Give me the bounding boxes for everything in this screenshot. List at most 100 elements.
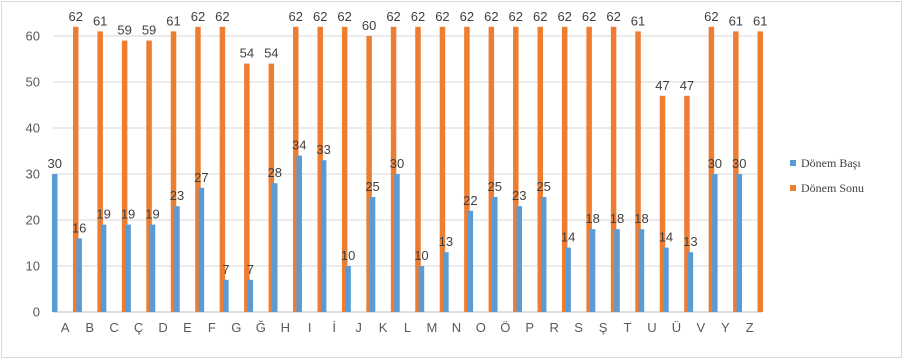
data-label: 59 (117, 23, 131, 38)
data-label: 18 (634, 211, 648, 226)
bar (198, 187, 205, 312)
legend-swatch (790, 185, 796, 191)
legend-swatch (790, 160, 796, 166)
data-label: 62 (582, 9, 596, 24)
bar (390, 26, 397, 313)
data-label: 61 (166, 13, 180, 28)
bar (293, 26, 299, 313)
data-label: 10 (341, 248, 355, 263)
x-tick-label: Z (746, 320, 754, 335)
x-tick-label: S (574, 320, 583, 335)
x-tick-label: Y (721, 320, 730, 335)
bar (659, 95, 666, 312)
data-label: 62 (606, 9, 620, 24)
data-label: 10 (414, 248, 428, 263)
bar (121, 40, 128, 312)
bar (317, 26, 323, 313)
data-label: 13 (683, 234, 697, 249)
data-label: 61 (93, 13, 107, 28)
bar (320, 160, 327, 312)
x-tick-label: K (379, 320, 388, 335)
data-label: 54 (240, 46, 254, 61)
data-label: 25 (488, 179, 502, 194)
data-label: 30 (708, 156, 722, 171)
data-label: 62 (386, 9, 400, 24)
x-tick-label: P (525, 320, 534, 335)
bar (439, 26, 446, 313)
bar (464, 26, 470, 313)
bar (418, 266, 425, 312)
x-tick-label: V (697, 320, 706, 335)
data-label: 7 (247, 262, 254, 277)
data-label: 27 (194, 170, 208, 185)
bar (537, 26, 543, 313)
x-tick-label: N (452, 320, 461, 335)
y-tick-label: 0 (33, 305, 40, 320)
bar (394, 174, 400, 312)
bar (757, 31, 764, 313)
y-tick-label: 20 (26, 213, 40, 228)
y-tick-label: 60 (26, 29, 40, 44)
bar (272, 183, 278, 312)
data-label: 23 (512, 188, 526, 203)
bar (663, 247, 669, 312)
data-label: 59 (142, 23, 156, 38)
data-label: 30 (390, 156, 404, 171)
data-label: 47 (680, 78, 694, 93)
x-tick-label: L (404, 320, 411, 335)
bar (51, 174, 58, 312)
data-label: 62 (435, 9, 449, 24)
bar (174, 206, 180, 312)
bar (638, 229, 645, 312)
x-tick-label: İ (332, 320, 336, 335)
data-label: 60 (362, 18, 376, 33)
bar (708, 26, 715, 313)
data-label: 19 (121, 207, 135, 222)
data-label: 16 (72, 220, 86, 235)
data-labels: 30 62 16 61 19 59 19 59 19 61 23 62 27 62 7 54 7 54 28 62 34… (47, 9, 767, 277)
bar (369, 197, 376, 312)
data-label: 61 (753, 13, 767, 28)
y-axis-ticks: 0 10 20 30 40 50 60 (26, 29, 40, 320)
data-label: 62 (313, 9, 327, 24)
x-tick-label: Ö (500, 320, 510, 335)
bar (125, 224, 131, 312)
data-label: 62 (704, 9, 718, 24)
x-tick-label: Ğ (256, 320, 266, 335)
data-label: 62 (191, 9, 205, 24)
bar (97, 31, 103, 313)
bar (76, 238, 82, 312)
y-tick-label: 40 (26, 121, 40, 136)
bar (223, 279, 229, 312)
bar (684, 95, 690, 312)
x-tick-label: E (183, 320, 192, 335)
data-label: 47 (655, 78, 669, 93)
y-tick-label: 10 (26, 259, 40, 274)
bar (736, 174, 743, 312)
x-tick-label: T (624, 320, 632, 335)
data-label: 62 (509, 9, 523, 24)
data-label: 62 (460, 9, 474, 24)
y-tick-label: 50 (26, 75, 40, 90)
bar (635, 31, 641, 313)
bar (565, 247, 571, 312)
legend: Dönem Başı Dönem Sonu (790, 156, 864, 195)
x-tick-label: F (208, 320, 216, 335)
bar (244, 63, 250, 312)
legend-label: Dönem Başı (801, 156, 861, 170)
data-label: 25 (365, 179, 379, 194)
data-label: 62 (557, 9, 571, 24)
data-label: 25 (536, 179, 550, 194)
data-label: 62 (215, 9, 229, 24)
data-label: 7 (222, 262, 229, 277)
x-tick-label: Ü (672, 320, 681, 335)
bar (296, 155, 302, 312)
data-label: 62 (411, 9, 425, 24)
y-tick-label: 30 (26, 167, 40, 182)
bar (72, 26, 79, 313)
bars (51, 26, 764, 313)
data-label: 54 (264, 46, 278, 61)
x-tick-label: J (355, 320, 362, 335)
